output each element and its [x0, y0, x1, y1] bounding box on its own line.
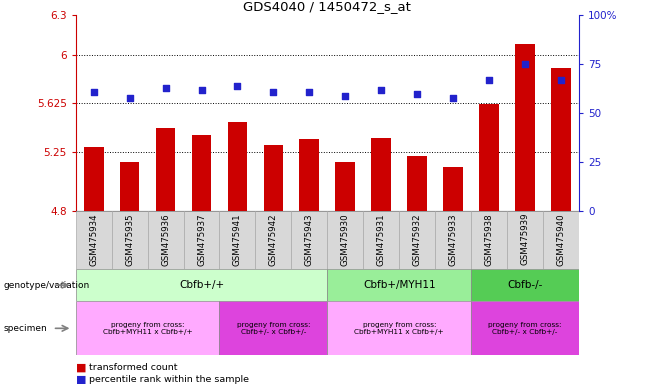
- Text: ■: ■: [76, 363, 86, 373]
- Point: [520, 61, 530, 68]
- Bar: [84, 147, 103, 211]
- Text: GSM475934: GSM475934: [89, 213, 98, 266]
- Text: Cbfb+/+: Cbfb+/+: [179, 280, 224, 290]
- Bar: [551, 68, 571, 211]
- Bar: [507, 211, 543, 269]
- Text: ■: ■: [76, 374, 86, 384]
- Bar: [76, 211, 112, 269]
- Text: progeny from cross:
Cbfb+MYH11 x Cbfb+/+: progeny from cross: Cbfb+MYH11 x Cbfb+/+: [355, 322, 444, 335]
- Bar: [228, 122, 247, 211]
- Bar: [120, 162, 139, 211]
- Text: GSM475930: GSM475930: [341, 213, 350, 266]
- Text: Cbfb-/-: Cbfb-/-: [507, 280, 543, 290]
- Bar: [363, 211, 399, 269]
- Point: [412, 91, 422, 97]
- Point: [268, 89, 279, 95]
- Bar: [327, 269, 471, 301]
- Text: GSM475936: GSM475936: [161, 213, 170, 266]
- Text: GSM475941: GSM475941: [233, 213, 242, 266]
- Point: [304, 89, 315, 95]
- Point: [161, 85, 171, 91]
- Bar: [471, 269, 579, 301]
- Text: GSM475942: GSM475942: [269, 213, 278, 266]
- Bar: [255, 211, 291, 269]
- Text: genotype/variation: genotype/variation: [3, 281, 89, 290]
- Title: GDS4040 / 1450472_s_at: GDS4040 / 1450472_s_at: [243, 0, 411, 13]
- Text: percentile rank within the sample: percentile rank within the sample: [89, 375, 249, 384]
- Bar: [264, 145, 284, 211]
- Point: [340, 93, 351, 99]
- Text: progeny from cross:
Cbfb+/- x Cbfb+/-: progeny from cross: Cbfb+/- x Cbfb+/-: [488, 322, 562, 335]
- Bar: [220, 301, 327, 355]
- Bar: [327, 301, 471, 355]
- Bar: [76, 269, 327, 301]
- Bar: [471, 301, 579, 355]
- Bar: [435, 211, 471, 269]
- Bar: [156, 127, 176, 211]
- Bar: [299, 139, 319, 211]
- Point: [448, 94, 459, 101]
- Text: GSM475937: GSM475937: [197, 213, 206, 266]
- Text: progeny from cross:
Cbfb+/- x Cbfb+/-: progeny from cross: Cbfb+/- x Cbfb+/-: [237, 322, 310, 335]
- Point: [196, 87, 207, 93]
- Point: [124, 94, 135, 101]
- Bar: [407, 156, 427, 211]
- Bar: [220, 211, 255, 269]
- Text: GSM475940: GSM475940: [557, 213, 566, 266]
- Bar: [443, 167, 463, 211]
- Bar: [515, 44, 535, 211]
- Text: specimen: specimen: [3, 324, 47, 333]
- Point: [376, 87, 386, 93]
- Text: GSM475931: GSM475931: [377, 213, 386, 266]
- Point: [88, 89, 99, 95]
- Text: Cbfb+/MYH11: Cbfb+/MYH11: [363, 280, 436, 290]
- Bar: [336, 162, 355, 211]
- Text: progeny from cross:
Cbfb+MYH11 x Cbfb+/+: progeny from cross: Cbfb+MYH11 x Cbfb+/+: [103, 322, 192, 335]
- Bar: [479, 104, 499, 211]
- Point: [484, 77, 494, 83]
- Text: GSM475935: GSM475935: [125, 213, 134, 266]
- Text: GSM475932: GSM475932: [413, 213, 422, 266]
- Text: GSM475938: GSM475938: [485, 213, 494, 266]
- Point: [556, 77, 567, 83]
- Bar: [543, 211, 579, 269]
- Text: GSM475939: GSM475939: [520, 213, 530, 265]
- Bar: [112, 211, 147, 269]
- Point: [232, 83, 243, 89]
- Bar: [76, 301, 220, 355]
- Bar: [184, 211, 220, 269]
- Bar: [471, 211, 507, 269]
- Bar: [327, 211, 363, 269]
- Bar: [147, 211, 184, 269]
- Bar: [399, 211, 435, 269]
- Bar: [371, 138, 391, 211]
- Bar: [191, 136, 211, 211]
- Text: GSM475933: GSM475933: [449, 213, 458, 266]
- Text: transformed count: transformed count: [89, 363, 177, 372]
- Text: GSM475943: GSM475943: [305, 213, 314, 266]
- Bar: [291, 211, 327, 269]
